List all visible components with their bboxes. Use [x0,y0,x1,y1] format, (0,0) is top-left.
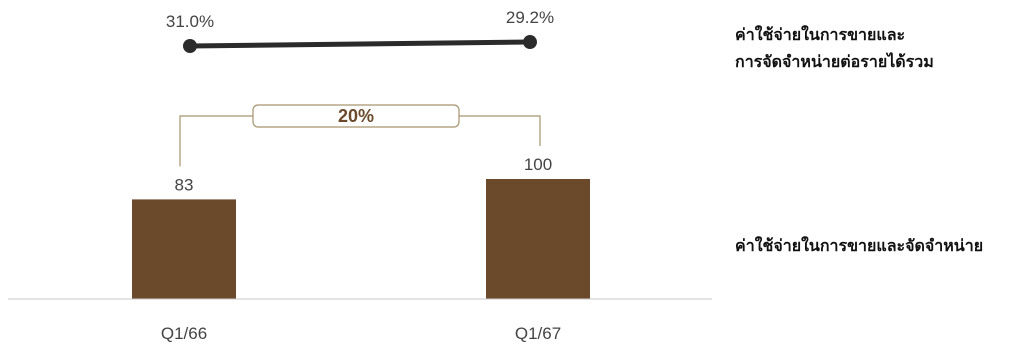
x-axis-ticks: Q1/66 Q1/67 [161,324,561,343]
x-tick-label: Q1/66 [161,324,207,343]
x-tick-label: Q1/67 [515,324,561,343]
growth-bracket-left [179,115,253,167]
growth-badge [252,104,460,128]
bar-Q1/66 [132,199,236,299]
bar-value-label: 100 [524,155,552,174]
growth-value: 20% [338,106,374,126]
ratio-line [189,39,531,49]
legend-ratio-series: ค่าใช้จ่ายในการขายและ การจัดจำหน่ายต่อรา… [735,21,934,75]
ratio-value-label: 31.0% [166,12,214,31]
ratio-point [523,35,537,50]
bar-series: 83 100 [132,155,590,299]
legend-ratio-line-1: ค่าใช้จ่ายในการขายและ [735,25,906,44]
growth-bracket-right [459,115,541,146]
ratio-line-series: 31.0% 29.2% [166,8,554,53]
legend-bar-series: ค่าใช้จ่ายในการขายและจัดจำหน่าย [735,232,983,259]
ratio-point [183,39,197,53]
legend-bar-label: ค่าใช้จ่ายในการขายและจัดจำหน่าย [735,236,984,255]
bar-Q1/67 [486,179,590,299]
legend-ratio-line-2: การจัดจำหน่ายต่อรายได้รวม [735,52,934,71]
growth-bracket: 20% [179,104,541,167]
ratio-value-label: 29.2% [506,8,554,27]
bar-value-label: 83 [175,175,194,194]
